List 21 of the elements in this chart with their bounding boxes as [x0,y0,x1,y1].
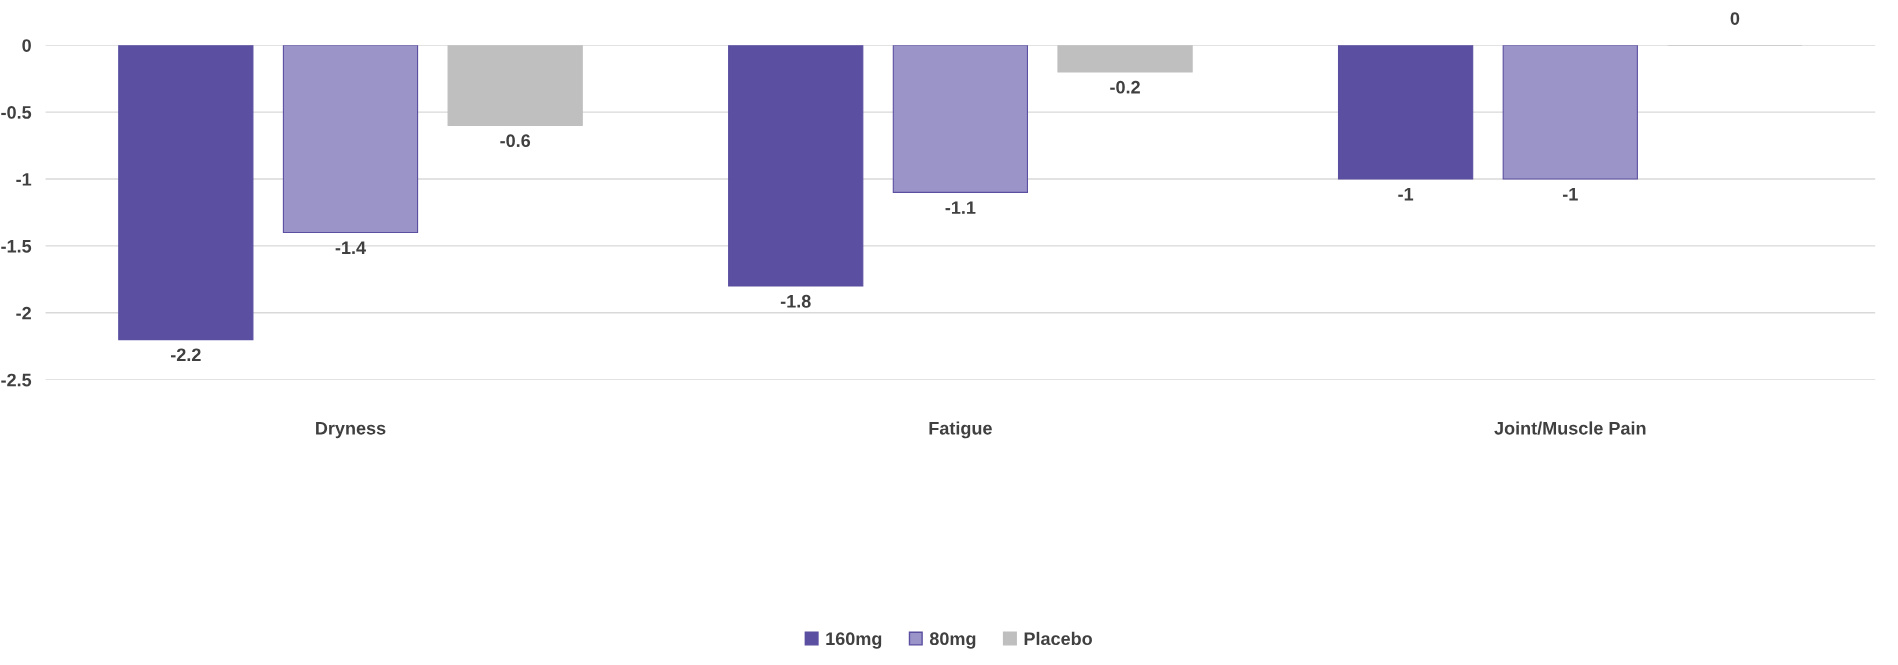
x-tick-label: Dryness [316,422,386,439]
y-tick-label: -1 [16,173,32,186]
x-tick-label: Fatigue [929,421,992,439]
legend-label: 160mg [826,632,882,649]
data-label: -1 [1562,188,1578,201]
y-tick-label: 0 [22,39,31,52]
data-label: -1 [1398,188,1414,201]
y-tick-label: -2.5 [1,373,32,387]
data-label: -0.2 [1110,80,1140,94]
data-label: -2.2 [170,348,201,361]
x-tick-label: Joint/Muscle Pain [1494,421,1646,435]
y-tick-label: -2 [16,306,31,320]
legend-label: Placebo [1024,631,1092,646]
y-tick-label: -0.5 [1,106,32,119]
data-label: -0.6 [500,134,531,148]
legend-label: 80mg [929,632,976,649]
data-label: -1.8 [780,294,811,308]
data-label: -1.4 [335,241,366,254]
data-label: 0 [1730,12,1740,25]
data-label: -1.1 [945,201,976,214]
y-tick-label: -1.5 [1,240,32,253]
